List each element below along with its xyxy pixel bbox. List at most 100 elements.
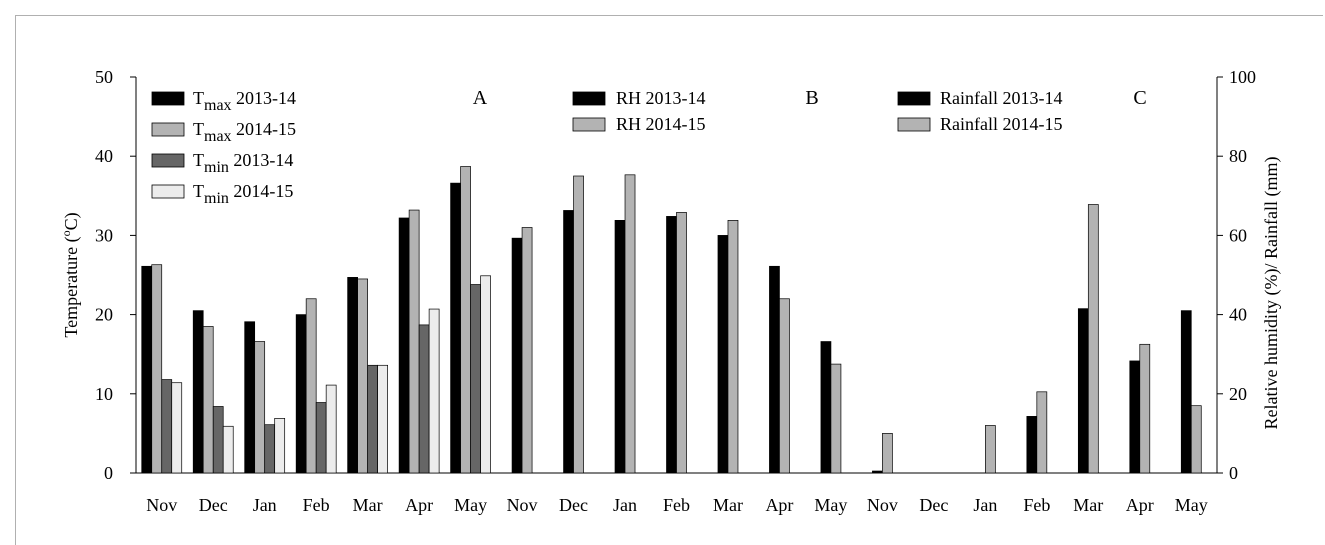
bar bbox=[418, 324, 430, 474]
x-tick-label: May bbox=[454, 495, 487, 515]
x-tick-label: Feb bbox=[1023, 495, 1050, 515]
x-tick-label: Feb bbox=[663, 495, 690, 515]
bar bbox=[192, 310, 204, 474]
left-tick-label: 10 bbox=[95, 384, 113, 404]
chart-frame bbox=[15, 15, 1323, 545]
bar bbox=[1036, 391, 1048, 474]
legend-label: Tmax 2014-15 bbox=[193, 119, 296, 145]
legend-swatch bbox=[572, 117, 606, 132]
bar bbox=[717, 235, 729, 474]
bar bbox=[222, 425, 234, 474]
x-tick-label: Apr bbox=[405, 495, 433, 515]
bar bbox=[480, 275, 491, 474]
bar bbox=[882, 433, 893, 474]
bar bbox=[161, 379, 173, 474]
bar bbox=[254, 341, 266, 474]
left-tick-label: 50 bbox=[95, 67, 113, 87]
legend-label: RH 2014-15 bbox=[616, 114, 706, 134]
legend-swatch bbox=[572, 91, 606, 106]
bar bbox=[614, 220, 626, 474]
bar bbox=[820, 341, 832, 474]
bar bbox=[151, 264, 163, 474]
right-axis-title: Relative humidity (%)/ Rainfall (mm) bbox=[1261, 157, 1282, 430]
bar bbox=[357, 278, 368, 474]
bar bbox=[274, 418, 286, 474]
legend-label: Tmin 2014-15 bbox=[193, 181, 293, 207]
x-tick-label: Apr bbox=[1126, 495, 1154, 515]
x-tick-label: Jan bbox=[613, 495, 637, 515]
legend-swatch bbox=[151, 184, 185, 199]
legend-swatch bbox=[897, 91, 931, 106]
bar bbox=[367, 364, 378, 474]
bar bbox=[985, 425, 996, 474]
bar bbox=[769, 265, 780, 474]
bar bbox=[521, 227, 533, 474]
right-tick-label: 40 bbox=[1229, 305, 1247, 325]
x-tick-label: May bbox=[814, 495, 847, 515]
panel-label: B bbox=[805, 87, 818, 109]
bar bbox=[872, 470, 883, 474]
legend-swatch bbox=[151, 153, 185, 168]
bar bbox=[830, 363, 842, 474]
x-tick-label: Nov bbox=[867, 495, 898, 515]
left-tick-label: 20 bbox=[95, 305, 113, 325]
bar bbox=[408, 209, 420, 474]
bar bbox=[244, 321, 256, 474]
bar bbox=[141, 265, 153, 474]
bar bbox=[563, 210, 574, 474]
legend-label: RH 2013-14 bbox=[616, 88, 706, 108]
bar bbox=[573, 175, 584, 474]
bar bbox=[450, 182, 461, 474]
x-tick-label: Feb bbox=[303, 495, 330, 515]
bar bbox=[428, 308, 440, 474]
legend-label: Rainfall 2013-14 bbox=[940, 88, 1062, 108]
left-tick-label: 30 bbox=[95, 225, 113, 245]
bar bbox=[460, 166, 471, 474]
x-tick-label: Dec bbox=[199, 495, 228, 515]
bar bbox=[398, 217, 410, 474]
bar bbox=[305, 298, 317, 474]
bar bbox=[1129, 360, 1141, 474]
bar bbox=[727, 220, 739, 474]
bar bbox=[315, 402, 327, 474]
x-tick-label: Nov bbox=[146, 495, 177, 515]
bar bbox=[202, 326, 214, 474]
bar bbox=[295, 314, 307, 474]
bar bbox=[212, 406, 224, 474]
legend-label: Rainfall 2014-15 bbox=[940, 114, 1062, 134]
x-tick-label: Nov bbox=[507, 495, 538, 515]
x-tick-label: Dec bbox=[559, 495, 588, 515]
right-tick-label: 0 bbox=[1229, 463, 1238, 483]
bar bbox=[1087, 204, 1099, 474]
legend-label: Tmax 2013-14 bbox=[193, 88, 296, 114]
bar bbox=[1026, 416, 1038, 474]
bar bbox=[264, 424, 276, 474]
bar bbox=[1190, 405, 1202, 474]
bar bbox=[377, 364, 388, 474]
bar bbox=[1139, 343, 1151, 474]
x-tick-label: May bbox=[1175, 495, 1208, 515]
right-tick-label: 80 bbox=[1229, 146, 1247, 166]
right-tick-label: 20 bbox=[1229, 384, 1247, 404]
x-tick-label: Jan bbox=[973, 495, 997, 515]
legend-swatch bbox=[151, 91, 185, 106]
bar bbox=[1077, 308, 1089, 474]
bar bbox=[171, 382, 183, 474]
bar bbox=[666, 216, 677, 474]
x-tick-label: Mar bbox=[1073, 495, 1103, 515]
bar bbox=[511, 237, 523, 474]
x-tick-label: Jan bbox=[253, 495, 277, 515]
left-axis-title: Temperature (oC) bbox=[59, 212, 82, 337]
bar bbox=[624, 174, 636, 474]
legend-swatch bbox=[151, 122, 185, 137]
x-tick-label: Dec bbox=[919, 495, 948, 515]
legend-swatch bbox=[897, 117, 931, 132]
bar bbox=[347, 277, 358, 474]
right-tick-label: 100 bbox=[1229, 67, 1256, 87]
bar bbox=[676, 212, 687, 474]
legend-label: Tmin 2013-14 bbox=[193, 150, 293, 176]
left-tick-label: 40 bbox=[95, 146, 113, 166]
x-tick-label: Mar bbox=[353, 495, 383, 515]
bar bbox=[1180, 310, 1192, 474]
